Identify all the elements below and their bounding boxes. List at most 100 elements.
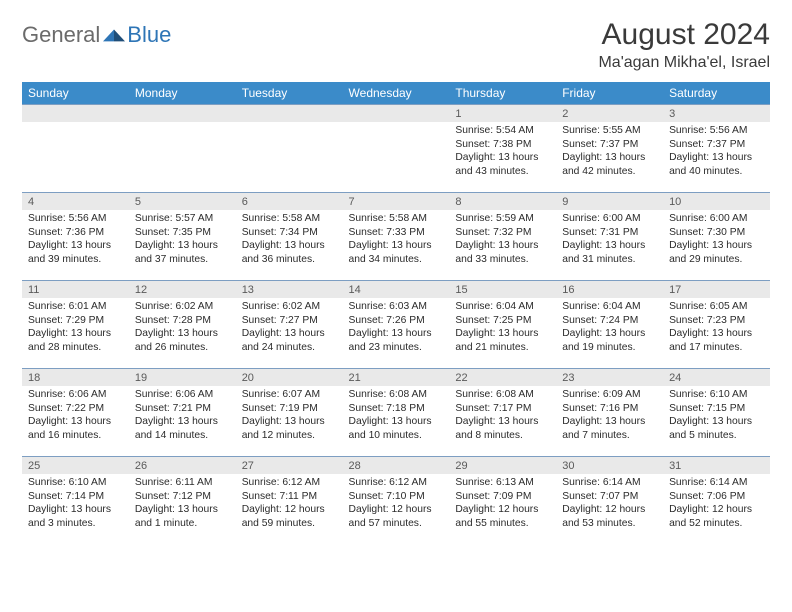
- sunrise-text: Sunrise: 6:10 AM: [28, 476, 123, 490]
- daylight-text: Daylight: 13 hours and 37 minutes.: [135, 239, 230, 266]
- sunset-text: Sunset: 7:07 PM: [562, 490, 657, 504]
- day-number: 20: [236, 369, 343, 387]
- dow-header: Thursday: [449, 82, 556, 105]
- day-number: 16: [556, 281, 663, 299]
- day-detail: Sunrise: 6:00 AMSunset: 7:31 PMDaylight:…: [556, 210, 663, 281]
- daylight-text: Daylight: 12 hours and 57 minutes.: [349, 503, 444, 530]
- sunset-text: Sunset: 7:37 PM: [669, 138, 764, 152]
- day-number: 11: [22, 281, 129, 299]
- day-detail: Sunrise: 5:57 AMSunset: 7:35 PMDaylight:…: [129, 210, 236, 281]
- detail-row: Sunrise: 6:06 AMSunset: 7:22 PMDaylight:…: [22, 386, 770, 457]
- daylight-text: Daylight: 13 hours and 3 minutes.: [28, 503, 123, 530]
- sunset-text: Sunset: 7:19 PM: [242, 402, 337, 416]
- day-number: 29: [449, 457, 556, 475]
- daylight-text: Daylight: 13 hours and 24 minutes.: [242, 327, 337, 354]
- day-number: 30: [556, 457, 663, 475]
- sunset-text: Sunset: 7:17 PM: [455, 402, 550, 416]
- day-detail: Sunrise: 5:58 AMSunset: 7:34 PMDaylight:…: [236, 210, 343, 281]
- sunrise-text: Sunrise: 6:06 AM: [28, 388, 123, 402]
- sunrise-text: Sunrise: 6:00 AM: [669, 212, 764, 226]
- sunrise-text: Sunrise: 6:11 AM: [135, 476, 230, 490]
- daynum-row: 25262728293031: [22, 457, 770, 475]
- logo-text-general: General: [22, 22, 100, 48]
- sunset-text: Sunset: 7:15 PM: [669, 402, 764, 416]
- dow-header: Friday: [556, 82, 663, 105]
- sunset-text: Sunset: 7:30 PM: [669, 226, 764, 240]
- day-detail: Sunrise: 5:59 AMSunset: 7:32 PMDaylight:…: [449, 210, 556, 281]
- day-detail: Sunrise: 6:11 AMSunset: 7:12 PMDaylight:…: [129, 474, 236, 544]
- detail-row: Sunrise: 6:10 AMSunset: 7:14 PMDaylight:…: [22, 474, 770, 544]
- sunset-text: Sunset: 7:26 PM: [349, 314, 444, 328]
- day-number: 12: [129, 281, 236, 299]
- day-detail: Sunrise: 6:09 AMSunset: 7:16 PMDaylight:…: [556, 386, 663, 457]
- calendar-page: General Blue August 2024 Ma'agan Mikha'e…: [0, 0, 792, 544]
- day-detail: [236, 122, 343, 193]
- day-number: 3: [663, 105, 770, 123]
- sunrise-text: Sunrise: 6:14 AM: [562, 476, 657, 490]
- dow-row: Sunday Monday Tuesday Wednesday Thursday…: [22, 82, 770, 105]
- daylight-text: Daylight: 13 hours and 5 minutes.: [669, 415, 764, 442]
- day-number: [343, 105, 450, 123]
- daylight-text: Daylight: 13 hours and 26 minutes.: [135, 327, 230, 354]
- sunrise-text: Sunrise: 6:08 AM: [455, 388, 550, 402]
- sunrise-text: Sunrise: 6:04 AM: [562, 300, 657, 314]
- day-detail: [129, 122, 236, 193]
- day-number: 25: [22, 457, 129, 475]
- day-detail: Sunrise: 6:05 AMSunset: 7:23 PMDaylight:…: [663, 298, 770, 369]
- sunrise-text: Sunrise: 6:08 AM: [349, 388, 444, 402]
- daylight-text: Daylight: 13 hours and 10 minutes.: [349, 415, 444, 442]
- day-number: 7: [343, 193, 450, 211]
- sunset-text: Sunset: 7:25 PM: [455, 314, 550, 328]
- sunrise-text: Sunrise: 5:57 AM: [135, 212, 230, 226]
- dow-header: Saturday: [663, 82, 770, 105]
- sunrise-text: Sunrise: 6:05 AM: [669, 300, 764, 314]
- daylight-text: Daylight: 13 hours and 28 minutes.: [28, 327, 123, 354]
- daylight-text: Daylight: 13 hours and 29 minutes.: [669, 239, 764, 266]
- day-detail: Sunrise: 6:07 AMSunset: 7:19 PMDaylight:…: [236, 386, 343, 457]
- daylight-text: Daylight: 12 hours and 53 minutes.: [562, 503, 657, 530]
- daylight-text: Daylight: 13 hours and 36 minutes.: [242, 239, 337, 266]
- day-detail: [343, 122, 450, 193]
- sunrise-text: Sunrise: 6:06 AM: [135, 388, 230, 402]
- day-detail: Sunrise: 6:03 AMSunset: 7:26 PMDaylight:…: [343, 298, 450, 369]
- sunrise-text: Sunrise: 5:59 AM: [455, 212, 550, 226]
- sunset-text: Sunset: 7:35 PM: [135, 226, 230, 240]
- daynum-row: 123: [22, 105, 770, 123]
- day-detail: Sunrise: 6:10 AMSunset: 7:15 PMDaylight:…: [663, 386, 770, 457]
- day-detail: Sunrise: 6:04 AMSunset: 7:25 PMDaylight:…: [449, 298, 556, 369]
- day-detail: Sunrise: 5:56 AMSunset: 7:37 PMDaylight:…: [663, 122, 770, 193]
- sunset-text: Sunset: 7:31 PM: [562, 226, 657, 240]
- sunrise-text: Sunrise: 6:09 AM: [562, 388, 657, 402]
- daylight-text: Daylight: 13 hours and 39 minutes.: [28, 239, 123, 266]
- sunset-text: Sunset: 7:32 PM: [455, 226, 550, 240]
- daylight-text: Daylight: 12 hours and 52 minutes.: [669, 503, 764, 530]
- daylight-text: Daylight: 13 hours and 16 minutes.: [28, 415, 123, 442]
- day-detail: [22, 122, 129, 193]
- header: General Blue August 2024 Ma'agan Mikha'e…: [22, 18, 770, 72]
- day-number: 6: [236, 193, 343, 211]
- day-detail: Sunrise: 6:04 AMSunset: 7:24 PMDaylight:…: [556, 298, 663, 369]
- sunset-text: Sunset: 7:14 PM: [28, 490, 123, 504]
- sunrise-text: Sunrise: 6:12 AM: [242, 476, 337, 490]
- logo: General Blue: [22, 22, 171, 48]
- day-number: 26: [129, 457, 236, 475]
- sunset-text: Sunset: 7:09 PM: [455, 490, 550, 504]
- sunrise-text: Sunrise: 6:04 AM: [455, 300, 550, 314]
- daylight-text: Daylight: 13 hours and 23 minutes.: [349, 327, 444, 354]
- day-number: 15: [449, 281, 556, 299]
- sunset-text: Sunset: 7:22 PM: [28, 402, 123, 416]
- detail-row: Sunrise: 5:54 AMSunset: 7:38 PMDaylight:…: [22, 122, 770, 193]
- sunrise-text: Sunrise: 6:07 AM: [242, 388, 337, 402]
- sunrise-text: Sunrise: 6:14 AM: [669, 476, 764, 490]
- sunset-text: Sunset: 7:16 PM: [562, 402, 657, 416]
- sunrise-text: Sunrise: 6:02 AM: [242, 300, 337, 314]
- daynum-row: 45678910: [22, 193, 770, 211]
- dow-header: Sunday: [22, 82, 129, 105]
- daylight-text: Daylight: 13 hours and 43 minutes.: [455, 151, 550, 178]
- day-number: 2: [556, 105, 663, 123]
- sunset-text: Sunset: 7:10 PM: [349, 490, 444, 504]
- day-number: [236, 105, 343, 123]
- day-number: 10: [663, 193, 770, 211]
- sunrise-text: Sunrise: 6:03 AM: [349, 300, 444, 314]
- day-number: 27: [236, 457, 343, 475]
